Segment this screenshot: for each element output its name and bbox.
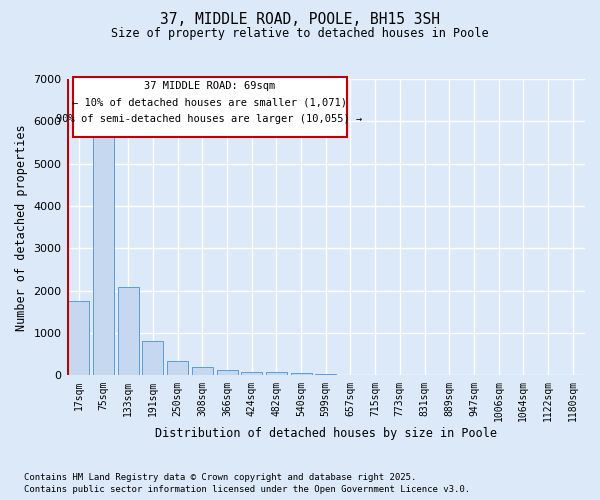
X-axis label: Distribution of detached houses by size in Poole: Distribution of detached houses by size … bbox=[155, 427, 497, 440]
Bar bbox=[290, 374, 311, 376]
Bar bbox=[142, 340, 163, 376]
Bar bbox=[93, 129, 114, 376]
Text: 90% of semi-detached houses are larger (10,055) →: 90% of semi-detached houses are larger (… bbox=[56, 114, 362, 124]
Text: ← 10% of detached houses are smaller (1,071): ← 10% of detached houses are smaller (1,… bbox=[72, 98, 347, 108]
Text: Size of property relative to detached houses in Poole: Size of property relative to detached ho… bbox=[111, 28, 489, 40]
Bar bbox=[241, 372, 262, 376]
Bar bbox=[192, 367, 213, 376]
Bar bbox=[68, 302, 89, 376]
Text: 37, MIDDLE ROAD, POOLE, BH15 3SH: 37, MIDDLE ROAD, POOLE, BH15 3SH bbox=[160, 12, 440, 28]
Text: Contains HM Land Registry data © Crown copyright and database right 2025.: Contains HM Land Registry data © Crown c… bbox=[24, 472, 416, 482]
Text: Contains public sector information licensed under the Open Government Licence v3: Contains public sector information licen… bbox=[24, 485, 470, 494]
Bar bbox=[167, 362, 188, 376]
Bar bbox=[217, 370, 238, 376]
Bar bbox=[315, 374, 336, 376]
Bar bbox=[266, 372, 287, 376]
Text: 37 MIDDLE ROAD: 69sqm: 37 MIDDLE ROAD: 69sqm bbox=[144, 80, 275, 90]
Y-axis label: Number of detached properties: Number of detached properties bbox=[15, 124, 28, 330]
Bar bbox=[118, 286, 139, 376]
